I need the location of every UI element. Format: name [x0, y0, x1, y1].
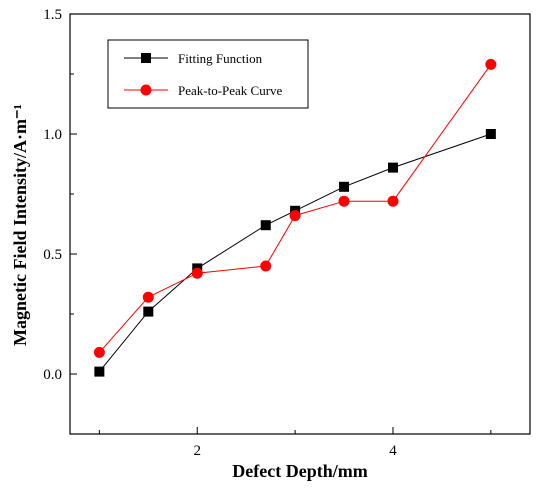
y-tick-label: 0.0: [43, 367, 62, 383]
data-point-square: [260, 220, 271, 231]
legend-label-peak: Peak-to-Peak Curve: [178, 83, 283, 98]
data-point-circle: [387, 195, 399, 207]
legend-marker-fitting: [141, 53, 151, 63]
data-point-square: [339, 181, 350, 192]
data-point-square: [143, 306, 154, 317]
y-axis-label: Magnetic Field Intensity/A·m⁻¹: [10, 104, 30, 346]
legend-label-fitting: Fitting Function: [178, 51, 263, 66]
data-point-circle: [93, 346, 105, 358]
legend-box: [107, 39, 309, 109]
data-point-circle: [142, 291, 154, 303]
data-point-circle: [191, 267, 203, 279]
series-line-1: [99, 133, 492, 372]
series-line-2: [99, 64, 492, 353]
data-point-circle: [338, 195, 350, 207]
legend: Fitting Function Peak-to-Peak Curve: [107, 39, 309, 109]
data-point-circle: [260, 260, 272, 272]
x-tick-label: 2: [193, 443, 201, 459]
plot-layer: 0.0 0.5 1.0 1.5 2 4: [43, 7, 531, 459]
x-axis-label: Defect Depth/mm: [232, 461, 367, 481]
data-point-circle: [485, 58, 497, 70]
data-point-square: [485, 129, 496, 139]
y-tick-label: 1.5: [43, 7, 62, 23]
data-point-square: [94, 366, 105, 377]
y-tick-label: 1.0: [43, 127, 62, 143]
y-tick-label: 0.5: [43, 247, 62, 263]
plot-frame: [69, 13, 531, 435]
x-tick-label: 4: [389, 443, 397, 459]
data-point-square: [387, 162, 398, 173]
data-point-circle: [289, 210, 301, 222]
legend-marker-peak: [140, 84, 152, 96]
